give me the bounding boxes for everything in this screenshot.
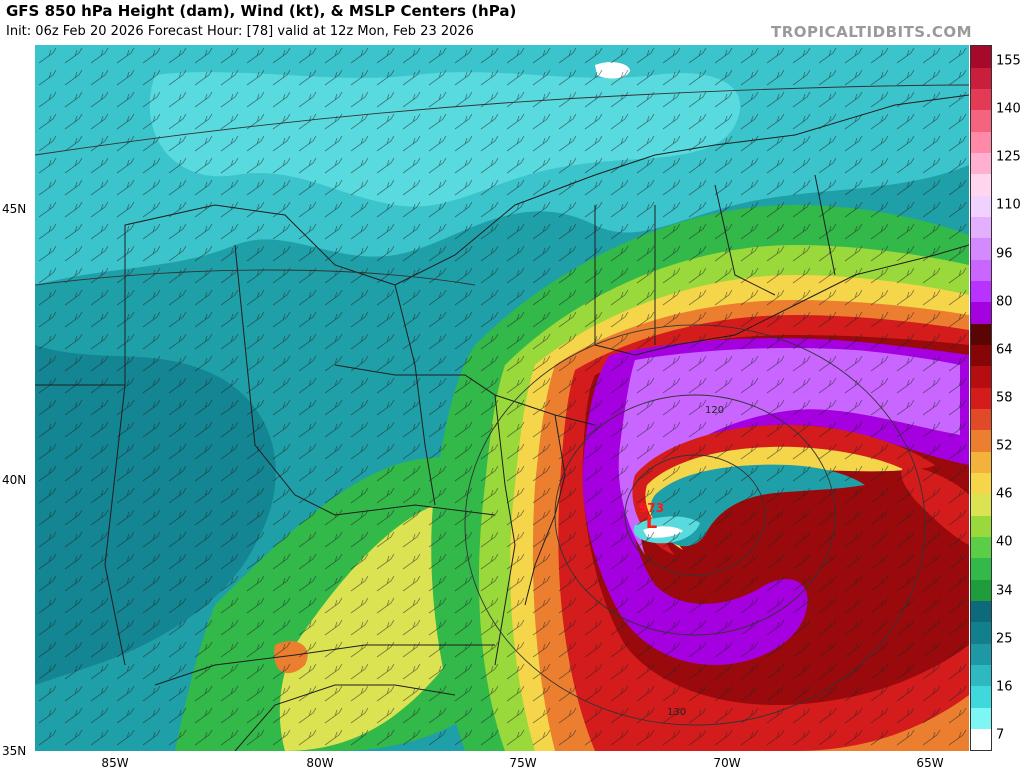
brand-watermark: TROPICALTIDBITS.COM [771,23,972,41]
lon-label-80w: 80W [306,756,334,770]
colorbar-segment [971,558,991,580]
colorbar-segment [971,451,991,474]
colorbar-segment [971,131,991,154]
colorbar-segment [971,67,991,90]
colorbar-segment [971,515,991,538]
low-pressure-value: 973 [639,501,665,515]
colorbar-label: 110 [996,197,1021,213]
colorbar-segment [971,88,991,111]
colorbar-segment [971,728,991,751]
colorbar-label: 46 [996,486,1013,502]
colorbar-segment [971,259,991,282]
map-title: GFS 850 hPa Height (dam), Wind (kt), & M… [6,2,517,20]
colorbar-segment [971,387,991,410]
colorbar-segment [971,643,991,666]
colorbar-label: 52 [996,438,1013,454]
contour-label-120: 120 [705,405,725,416]
colorbar-label: 64 [996,342,1013,358]
colorbar-segment [971,664,991,687]
colorbar-segment [971,302,991,324]
colorbar-label: 16 [996,679,1013,695]
lon-label-85w: 85W [101,756,129,770]
colorbar-label: 7 [996,727,1005,743]
height-contours [35,84,969,726]
colorbar-label: 25 [996,631,1013,647]
colorbar-segment [971,216,991,239]
lon-label-75w: 75W [509,756,537,770]
colorbar-segment [971,323,991,346]
colorbar-label: 58 [996,390,1013,406]
contour-label-130: 130 [667,707,687,718]
lat-label-40n: 40N [2,473,27,487]
colorbar-segment [971,195,991,218]
colorbar-segment [971,152,991,175]
colorbar-segment [971,579,991,602]
colorbar-label: 125 [996,149,1021,165]
lon-label-65w: 65W [916,756,944,770]
colorbar-segment [971,366,991,388]
colorbar-segment [971,174,991,196]
colorbar-label: 40 [996,534,1013,550]
colorbar-label: 80 [996,294,1013,310]
lat-label-45n: 45N [2,202,27,216]
colorbar-segment [971,494,991,516]
colorbar-segment [971,46,991,68]
colorbar-segment [971,472,991,495]
lat-label-35n: 35N [2,744,27,758]
colorbar-label: 140 [996,101,1021,117]
colorbar-segment [971,238,991,260]
colorbar-segment [971,707,991,730]
colorbar-label: 96 [996,246,1013,262]
colorbar-segment [971,430,991,452]
colorbar-segment [971,110,991,132]
forecast-info: Init: 06z Feb 20 2026 Forecast Hour: [78… [6,24,474,39]
lon-label-70w: 70W [713,756,741,770]
wind-barb-field [35,45,969,751]
colorbar-segment [971,622,991,644]
low-pressure-center: 973 L [639,501,665,533]
wind-speed-colorbar [970,45,992,751]
colorbar-segment [971,280,991,303]
colorbar-segment [971,536,991,559]
colorbar-label: 155 [996,53,1021,69]
colorbar-label: 34 [996,583,1013,599]
colorbar-segment [971,686,991,708]
colorbar-segment [971,408,991,431]
low-pressure-letter: L [645,512,658,533]
colorbar-segment [971,344,991,367]
colorbar-segment [971,600,991,623]
geographic-borders [35,94,969,751]
weather-map[interactable]: 973 L 120 130 [35,45,969,751]
